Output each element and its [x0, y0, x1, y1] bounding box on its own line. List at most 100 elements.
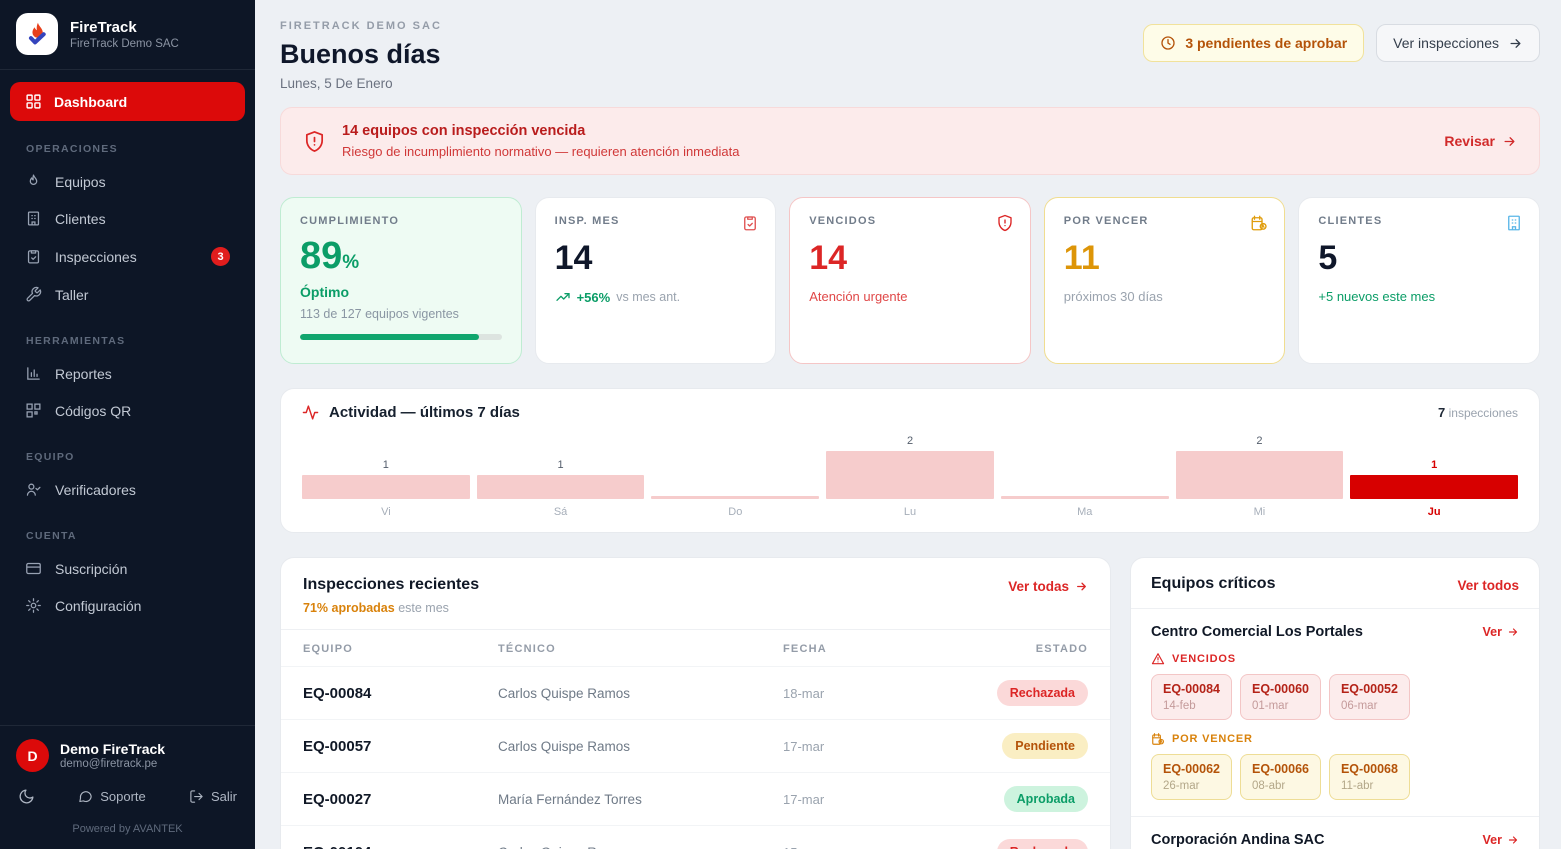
wrench-icon: [25, 286, 42, 303]
sidebar-item-verificadores[interactable]: Verificadores: [10, 471, 245, 508]
building-icon: [25, 210, 42, 227]
activity-total: 7 inspecciones: [1438, 405, 1518, 420]
sidebar-item-codigos-qr[interactable]: Códigos QR: [10, 392, 245, 429]
calendar-clock-icon: [1151, 732, 1165, 746]
equipment-chip[interactable]: EQ-00066 08-abr: [1239, 754, 1321, 800]
user-check-icon: [25, 481, 42, 498]
credit-card-icon: [25, 560, 42, 577]
user-name: Demo FireTrack: [60, 741, 166, 757]
bar-column: Do: [651, 429, 820, 520]
sidebar-item-taller[interactable]: Taller: [10, 276, 245, 313]
dashboard-grid-icon: [25, 93, 42, 110]
warning-triangle-icon: [1151, 652, 1165, 666]
critical-equipment-panel: Equipos críticos Ver todos Centro Comerc…: [1130, 557, 1540, 849]
arrow-right-icon: [1508, 36, 1523, 51]
bar-column: 1 Sá: [476, 429, 645, 520]
sidebar-item-label: Configuración: [55, 597, 142, 614]
stat-value: 89%: [300, 235, 360, 277]
clock-icon: [1160, 35, 1176, 51]
vencidos-label: VENCIDOS: [1172, 653, 1236, 665]
page-title: Buenos días: [280, 39, 441, 69]
sidebar-item-label: Suscripción: [55, 560, 128, 577]
activity-bar: [1175, 451, 1344, 499]
status-badge: Rechazada: [996, 839, 1088, 849]
table-row[interactable]: EQ-00104 Carlos Quispe Ramos 15-mar Rech…: [281, 825, 1110, 849]
bar-chart-icon: [25, 365, 42, 382]
bar-column: Ma: [1000, 429, 1169, 520]
equipment-chip[interactable]: EQ-00068 11-abr: [1328, 754, 1410, 800]
alert-title: 14 equipos con inspección vencida: [342, 123, 586, 139]
table-row[interactable]: EQ-00084 Carlos Quispe Ramos 18-mar Rech…: [281, 666, 1110, 719]
pending-approvals-button[interactable]: 3 pendientes de aprobar: [1143, 24, 1365, 62]
bar-column: 2 Lu: [826, 429, 994, 520]
stat-value: 14: [809, 239, 848, 277]
stat-label: VENCIDOS: [809, 215, 877, 227]
sidebar-item-inspecciones[interactable]: Inspecciones 3: [10, 237, 245, 276]
nav-section-herramientas: HERRAMIENTAS: [26, 335, 126, 347]
sidebar-item-configuracion[interactable]: Configuración: [10, 587, 245, 624]
sidebar-item-suscripcion[interactable]: Suscripción: [10, 550, 245, 587]
inspections-subtitle: 71% aprobadas este mes: [303, 601, 449, 615]
support-link[interactable]: Soporte: [78, 789, 146, 804]
sidebar-item-equipos[interactable]: Equipos: [10, 163, 245, 200]
calendar-clock-icon: [1250, 214, 1268, 232]
powered-by: Powered by AVANTEK: [72, 823, 183, 835]
client-name: Corporación Andina SAC: [1151, 832, 1325, 848]
stat-label: INSP. MES: [554, 215, 620, 227]
sidebar-item-clientes[interactable]: Clientes: [10, 200, 245, 237]
compliance-progress-bar: [300, 334, 502, 340]
activity-bar: [476, 475, 645, 499]
trend-percent: +56%: [576, 289, 611, 305]
sidebar-item-label: Clientes: [55, 210, 106, 227]
sidebar-user-block: D Demo FireTrack demo@firetrack.pe Sopor…: [0, 725, 255, 849]
sidebar-item-label: Reportes: [55, 365, 112, 382]
alert-review-link[interactable]: Revisar: [1444, 133, 1517, 149]
critical-client-group: Centro Comercial Los Portales Ver VENCID…: [1131, 609, 1539, 817]
equipment-chip[interactable]: EQ-00062 26-mar: [1151, 754, 1232, 800]
clipboard-check-icon: [741, 214, 759, 232]
firetrack-logo-icon: [16, 13, 58, 55]
activity-bar: [826, 451, 994, 499]
stat-card-cumplimiento: CUMPLIMIENTO 89% Óptimo 113 de 127 equip…: [280, 197, 522, 364]
activity-bar: [1350, 475, 1519, 499]
stat-note: +5 nuevos este mes: [1318, 289, 1436, 304]
stat-card-por-vencer: POR VENCER 11 próximos 30 días: [1043, 197, 1286, 364]
view-all-critical-link[interactable]: Ver todos: [1457, 578, 1519, 593]
inspections-title: Inspecciones recientes: [303, 576, 480, 593]
view-inspections-button[interactable]: Ver inspecciones: [1376, 24, 1540, 62]
table-row[interactable]: EQ-00027 María Fernández Torres 17-mar A…: [281, 772, 1110, 825]
equipment-chip[interactable]: EQ-00052 06-mar: [1328, 674, 1410, 720]
logout-link[interactable]: Salir: [189, 789, 237, 804]
activity-title: Actividad — últimos 7 días: [329, 404, 520, 421]
view-client-link[interactable]: Ver: [1483, 625, 1519, 639]
sidebar-item-dashboard[interactable]: Dashboard: [10, 82, 245, 121]
sidebar-item-label: Inspecciones: [55, 248, 137, 265]
clipboard-icon: [25, 248, 42, 265]
logout-icon: [189, 789, 204, 804]
stat-value: 14: [554, 239, 593, 277]
gear-icon: [25, 597, 42, 614]
view-all-inspections-link[interactable]: Ver todas: [1008, 579, 1088, 594]
bar-column: 1 Ju: [1350, 429, 1519, 520]
activity-bar: [651, 496, 820, 499]
status-badge: Aprobada: [1003, 786, 1088, 812]
activity-bar: [1000, 496, 1169, 499]
weekly-activity-bar-chart: 1 Vi 1 Sá Do 2 Lu Ma 2 Mi 1 Ju: [302, 429, 1519, 520]
stat-label: CUMPLIMIENTO: [300, 215, 400, 227]
bar-column: 1 Vi: [302, 429, 470, 520]
sidebar-item-label: Verificadores: [55, 481, 136, 498]
flame-icon: [25, 173, 42, 190]
dark-mode-toggle[interactable]: [18, 788, 35, 805]
equipment-chip[interactable]: EQ-00060 01-mar: [1239, 674, 1321, 720]
stat-value: 11: [1063, 239, 1100, 277]
view-client-link[interactable]: Ver: [1483, 833, 1519, 847]
equipment-chip[interactable]: EQ-00084 14-feb: [1151, 674, 1232, 720]
sidebar-item-label: Taller: [55, 286, 89, 303]
table-row[interactable]: EQ-00057 Carlos Quispe Ramos 17-mar Pend…: [281, 719, 1110, 772]
trending-up-icon: [555, 289, 571, 305]
company-eyebrow: FIRETRACK DEMO SAC: [280, 20, 442, 32]
nav-section-equipo: EQUIPO: [26, 451, 75, 463]
sidebar-item-reportes[interactable]: Reportes: [10, 355, 245, 392]
nav-section-operaciones: OPERACIONES: [26, 143, 118, 155]
activity-pulse-icon: [302, 404, 319, 421]
